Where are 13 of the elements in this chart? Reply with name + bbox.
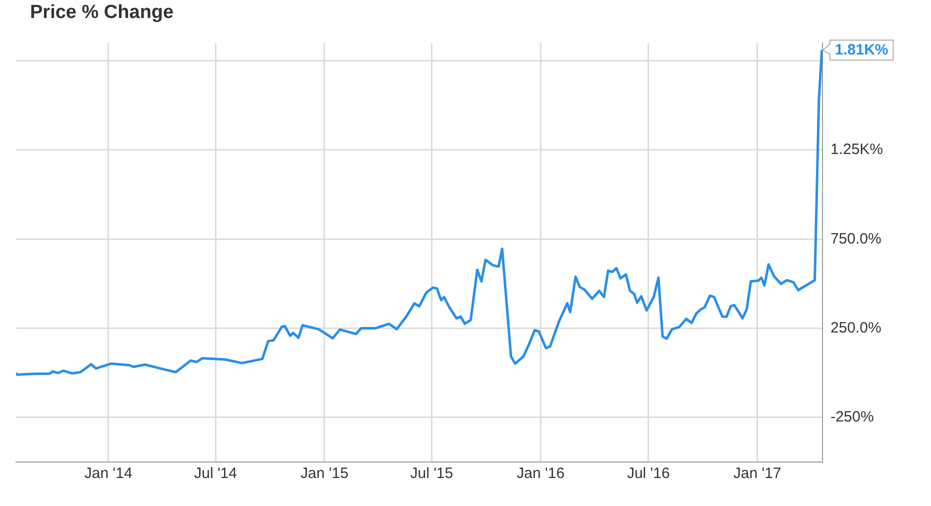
x-tick-label: Jul '14 [194, 465, 237, 482]
chart-title: Price % Change [30, 2, 174, 24]
x-tick-label: Jul '16 [626, 465, 670, 482]
y-tick-label: 750.0% [830, 230, 882, 248]
x-tick-label: Jan '16 [516, 465, 565, 482]
y-tick-label: -250% [830, 408, 874, 426]
annotation: 1.81K% [834, 41, 888, 58]
x-tick-label: Jan '14 [84, 465, 132, 482]
x-tick-label: Jul '15 [410, 465, 454, 482]
x-tick-label: Jan '15 [300, 465, 348, 482]
x-tick-label: Jan '17 [733, 465, 782, 482]
y-tick-label: 1.25K% [830, 141, 884, 158]
y-tick-label: 250.0% [830, 319, 882, 336]
